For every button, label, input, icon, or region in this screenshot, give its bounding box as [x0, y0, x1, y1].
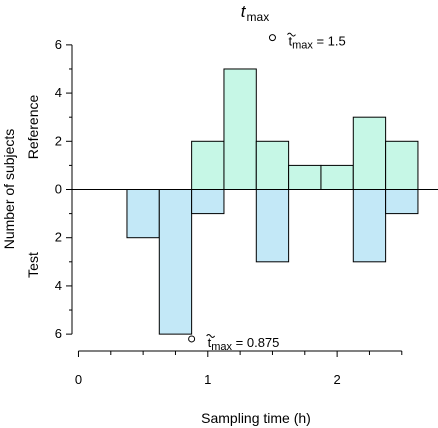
test-bar-0 — [126, 189, 160, 239]
test-bar-2 — [191, 189, 225, 215]
y-tick-label-3: 0 — [55, 182, 62, 197]
test-bar-1 — [158, 189, 193, 335]
reference-bar-5 — [288, 164, 322, 190]
x-axis-label: Sampling time (h) — [201, 410, 311, 426]
reference-bar-2 — [191, 140, 225, 190]
reference-bar-3 — [223, 68, 257, 190]
y-tick-label-4: 2 — [55, 230, 62, 245]
y-tick-label-1: 4 — [55, 85, 62, 100]
y-tick-label-2: 2 — [55, 133, 62, 148]
reference-bar-7 — [352, 116, 387, 190]
x-tick-label-0: 0 — [75, 372, 82, 387]
reference-group-label: Reference — [25, 94, 41, 159]
test-group-label: Test — [25, 252, 41, 278]
y-tick-label-6: 6 — [55, 326, 62, 341]
x-tick-label-2: 2 — [334, 372, 341, 387]
test-bar-7 — [352, 189, 387, 263]
test-bar-8 — [385, 189, 419, 215]
reference-bar-4 — [255, 140, 290, 190]
chart-title: tmax — [241, 2, 269, 24]
y-tick-label-0: 6 — [55, 37, 62, 52]
y-axis-label: Number of subjects — [1, 129, 17, 250]
reference-bar-6 — [320, 164, 354, 190]
median-tilde-1 — [206, 333, 216, 338]
y-tick-label-5: 4 — [55, 278, 62, 293]
test-bar-4 — [255, 189, 290, 263]
x-tick-label-1: 1 — [204, 372, 211, 387]
median-tilde-0 — [287, 32, 296, 37]
median-label-0: tmax = 1.5 — [288, 34, 345, 52]
median-marker-1 — [188, 335, 196, 343]
median-marker-0 — [268, 34, 276, 42]
reference-bar-8 — [385, 140, 419, 190]
median-label-1: tmax = 0.875 — [208, 335, 280, 353]
